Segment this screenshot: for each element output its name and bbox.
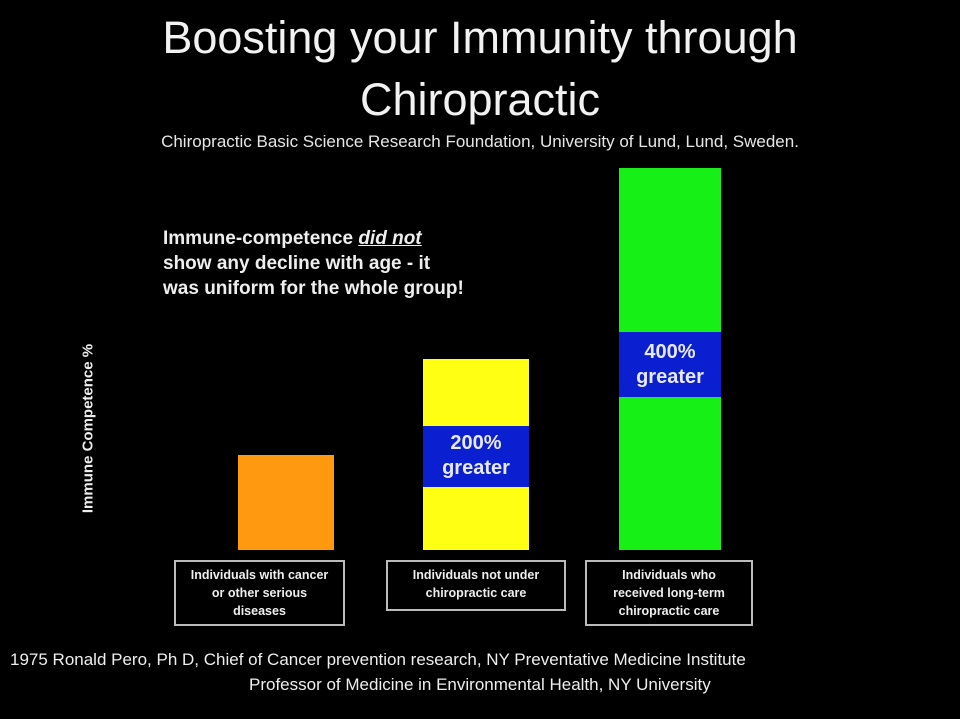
category-label-line: received long-term	[613, 586, 725, 600]
footer-line-1: 1975 Ronald Pero, Ph D, Chief of Cancer …	[10, 650, 746, 669]
annotation-line-1: Immune-competence	[163, 228, 359, 249]
category-label-1: Individuals with cancer or other serious…	[174, 560, 345, 626]
category-label-line: diseases	[233, 604, 286, 618]
data-label-line: 400%	[644, 340, 696, 363]
chart-subtitle: Chiropractic Basic Science Research Foun…	[161, 132, 799, 151]
data-label-line: greater	[636, 365, 704, 388]
annotation-emphasis: did not	[358, 228, 422, 249]
category-label-3: Individuals who received long-term chiro…	[585, 560, 753, 626]
category-label-line: chiropractic care	[618, 604, 720, 618]
annotation: Immune-competence did not show any decli…	[163, 226, 464, 301]
annotation-line-3: was uniform for the whole group!	[163, 278, 464, 299]
data-label-line: 200%	[450, 432, 502, 455]
chart-title-line-2: Chiropractic	[359, 74, 601, 125]
category-label-line: Individuals not under	[412, 568, 540, 582]
category-label-line: or other serious	[211, 586, 308, 600]
bar-2: 200% greater	[423, 359, 529, 550]
data-label-line: greater	[442, 457, 510, 480]
annotation-line-2: show any decline with age - it	[163, 253, 431, 274]
data-label-2: 200% greater	[423, 425, 529, 487]
footer-line-2: Professor of Medicine in Environmental H…	[249, 675, 711, 694]
y-axis-label: Immune Competence %	[79, 343, 97, 514]
category-label-line: Individuals who	[622, 568, 716, 582]
category-label-line: Individuals with cancer	[190, 568, 329, 582]
data-label-3: 400% greater	[619, 332, 721, 398]
chart-title-line-1: Boosting your Immunity through	[162, 12, 798, 63]
bar-1	[238, 454, 334, 550]
category-label-line: chiropractic care	[425, 586, 527, 600]
category-label-2: Individuals not under chiropractic care	[386, 560, 566, 611]
bar-3: 400% greater	[619, 168, 721, 550]
